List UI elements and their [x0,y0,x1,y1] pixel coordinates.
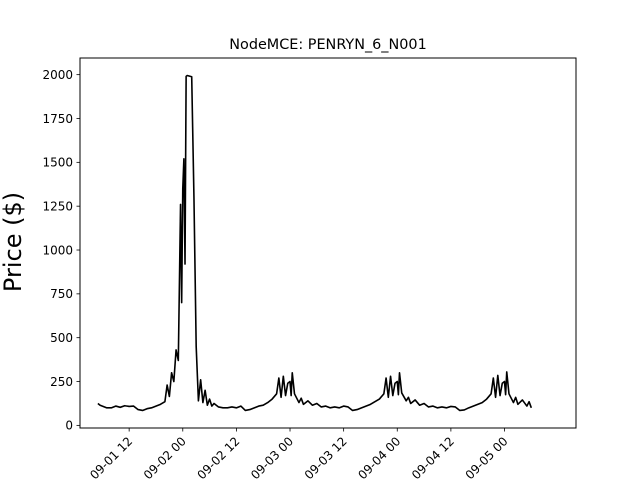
y-tick-label: 1750 [42,112,73,126]
y-tick-label: 500 [50,331,73,345]
y-tick-label: 1250 [42,199,73,213]
y-axis-label: Price ($) [0,192,27,292]
y-tick-label: 750 [50,287,73,301]
y-tick-label: 0 [65,419,73,433]
y-tick-label: 250 [50,375,73,389]
chart-title: NodeMCE: PENRYN_6_N001 [229,37,426,53]
y-tick-label: 1500 [42,156,73,170]
y-axis: 0 250 500 750 1000 1250 1500 1750 2000 [42,68,80,433]
plot-frame [79,57,577,429]
y-tick-label: 2000 [42,68,73,82]
y-tick-label: 1000 [42,243,73,257]
price-series-line [97,74,533,412]
plot-area [97,74,533,412]
